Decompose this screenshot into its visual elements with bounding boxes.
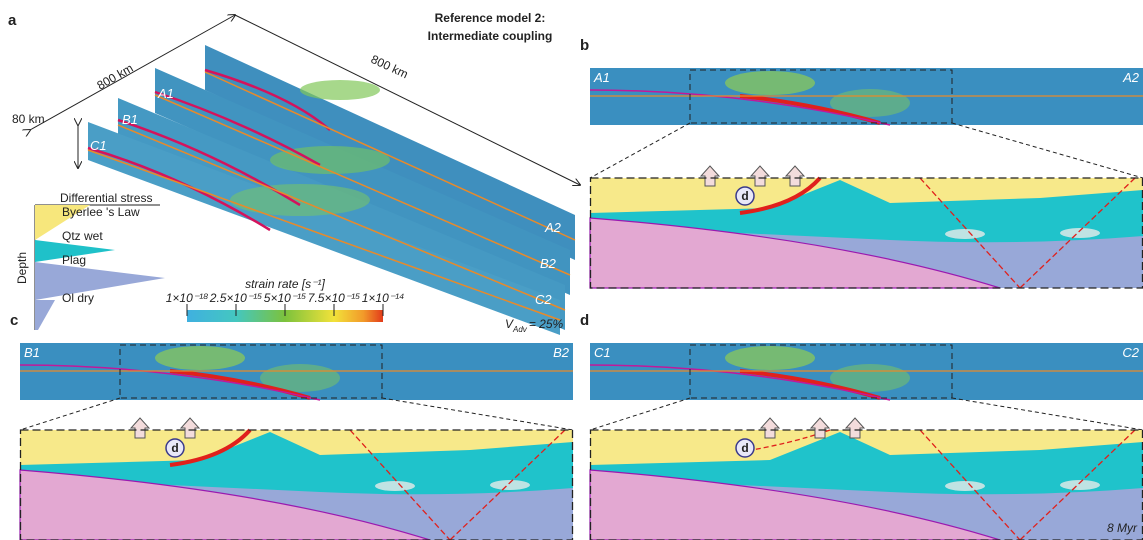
time-label: 8 Myr (1107, 521, 1138, 535)
strain-blob (155, 346, 245, 370)
zoom-link (590, 123, 690, 178)
section-end: C1 (594, 345, 611, 360)
panel-letter: d (580, 312, 589, 329)
section-end: A2 (1122, 70, 1140, 85)
subscript: Adv (512, 325, 528, 334)
marker-label: d (741, 441, 748, 455)
zoom-link (20, 398, 120, 430)
panel-letter: b (580, 37, 589, 54)
section-end: A1 (593, 70, 610, 85)
section-label: A1 (157, 86, 174, 101)
legend-label: Qtz wet (62, 229, 103, 243)
melt-lens (375, 481, 415, 491)
melt-lens (945, 481, 985, 491)
strain-blob (725, 346, 815, 370)
title: Intermediate coupling (428, 29, 553, 43)
section-label: A2 (544, 220, 562, 235)
melt-lens (1060, 228, 1100, 238)
section-end: C2 (1122, 345, 1139, 360)
panel-letter: a (8, 12, 17, 29)
marker-label: d (741, 189, 748, 203)
dimension: 800 km (95, 61, 136, 93)
melt-lens (945, 229, 985, 239)
colorbar-label: 2.5×10⁻¹⁵ (209, 291, 262, 305)
melt-lens (490, 480, 530, 490)
melt-lens (1060, 480, 1100, 490)
zoom-link (382, 398, 573, 430)
panel-letter: c (10, 312, 18, 329)
zoom-link (590, 398, 690, 430)
section-panel: b A1 A2 d (580, 37, 1143, 288)
section-label: B1 (122, 112, 138, 127)
section-end: B1 (24, 345, 40, 360)
section-label: C2 (535, 292, 552, 307)
figure: a Reference model 2: Intermediate coupli… (0, 0, 1143, 540)
legend-title: Differential stress (60, 191, 152, 205)
section-label: B2 (540, 256, 557, 271)
stress-legend (35, 205, 165, 330)
zoom-link (952, 398, 1143, 430)
section-label: C1 (90, 138, 107, 153)
colorbar-label: 1×10⁻¹⁸ (166, 291, 209, 305)
colorbar-title: strain rate [s⁻¹] (245, 277, 325, 291)
strain-blob (725, 71, 815, 95)
legend-label: Plag (62, 253, 86, 267)
velocity-value: = 25% (529, 317, 564, 331)
dimension: 800 km (369, 52, 411, 81)
colorbar-label: 1×10⁻¹⁴ (362, 291, 405, 305)
colorbar-label: 5×10⁻¹⁵ (264, 291, 306, 305)
colorbar-label: 7.5×10⁻¹⁵ (308, 291, 360, 305)
legend-label: Byerlee 's Law (62, 205, 140, 219)
section-panel: d C1 C2 d 8 Myr (580, 312, 1143, 540)
section-panel: c B1 B2 d (10, 312, 573, 540)
dimension: 80 km (12, 112, 45, 126)
section-end: B2 (553, 345, 570, 360)
marker-label: d (171, 441, 178, 455)
legend-label: Ol dry (62, 291, 94, 305)
axis-label: Depth (15, 252, 29, 284)
title: Reference model 2: (435, 11, 546, 25)
zoom-link (952, 123, 1143, 178)
